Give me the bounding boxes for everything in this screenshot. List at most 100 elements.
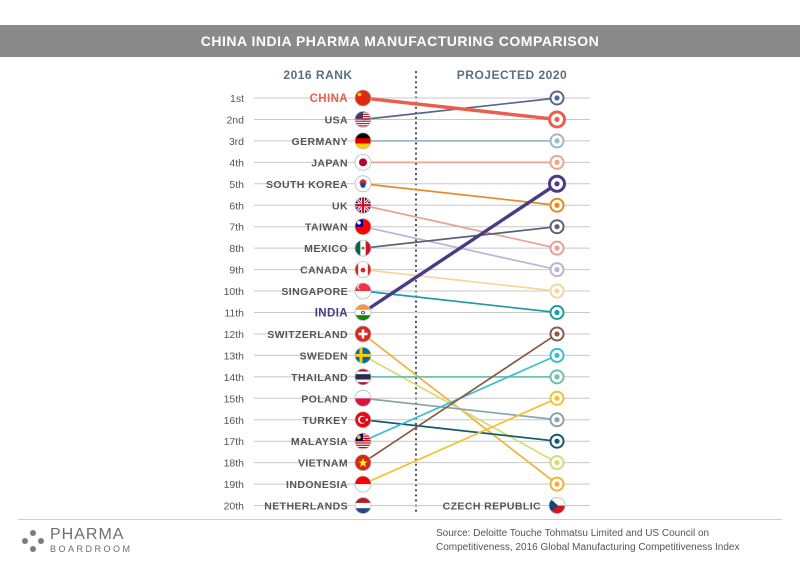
rank-label: 1st xyxy=(230,93,244,105)
flag-fill xyxy=(549,497,565,514)
flag-part xyxy=(355,111,363,119)
rank-label: 10th xyxy=(224,286,245,298)
flag-fill xyxy=(355,90,371,106)
slope-line-mexico xyxy=(362,225,558,249)
country-label-canada: CANADA xyxy=(300,265,348,277)
flag-malaysia-icon xyxy=(354,432,372,450)
country-label-usa: USA xyxy=(325,114,348,126)
slope-chart: 2016 RANK PROJECTED 2020 1st 2nd 3rd 4th 5th 6t… xyxy=(224,68,590,514)
rank-label: 6th xyxy=(229,200,244,212)
flag-fill xyxy=(355,411,371,428)
flag-fill xyxy=(355,175,371,192)
flag-part xyxy=(355,240,361,257)
slope-line-singapore xyxy=(362,290,558,314)
rank-label: 20th xyxy=(224,501,245,513)
flag-part xyxy=(355,261,359,278)
country-label-singapore: SINGAPORE xyxy=(281,286,348,298)
flag-part xyxy=(364,261,369,278)
slope-line-south-korea xyxy=(362,182,558,207)
rank-label: 18th xyxy=(224,458,245,470)
country-label-netherlands: NETHERLANDS xyxy=(264,501,348,513)
slope-line-uk xyxy=(362,204,558,249)
flag-outline xyxy=(354,261,372,279)
flag-germany-icon xyxy=(354,132,372,150)
flag-part xyxy=(355,304,371,311)
ring-center-2020-turkey xyxy=(554,438,560,444)
flag-part xyxy=(355,497,371,504)
flag-thailand-icon xyxy=(354,368,372,386)
flag-taiwan-icon xyxy=(354,218,372,236)
rank-label: 9th xyxy=(229,265,244,277)
flag-poland-icon xyxy=(354,389,372,407)
flag-part xyxy=(359,347,363,364)
flag-part xyxy=(355,476,371,485)
rank-label: 17th xyxy=(224,436,245,448)
ring-center-2020-thailand xyxy=(554,374,560,380)
flag-part xyxy=(355,508,371,514)
flag-part xyxy=(355,376,371,380)
flag-outline xyxy=(354,111,372,128)
country-label-thailand: THAILAND xyxy=(291,372,348,384)
slope-line-poland xyxy=(362,397,558,421)
left-column-header: 2016 RANK xyxy=(283,68,352,82)
flag-part xyxy=(355,291,371,300)
flag-outline xyxy=(354,132,372,150)
rank-label: 7th xyxy=(229,222,244,234)
flag-outline xyxy=(354,346,372,364)
flag-part xyxy=(355,368,371,372)
flag-part xyxy=(355,390,371,399)
ring-center-2020-india xyxy=(554,181,560,187)
flag-outline xyxy=(354,368,372,386)
footer-divider xyxy=(18,519,782,520)
ring-center-2020-singapore xyxy=(554,309,560,316)
rank-label: 16th xyxy=(224,415,245,427)
slope-line-vietnam xyxy=(362,333,558,464)
flag-part xyxy=(355,442,371,444)
flag-part xyxy=(355,138,371,144)
flag-canada-icon xyxy=(354,261,372,279)
ring-center-2020-germany xyxy=(554,138,560,144)
flag-part xyxy=(360,182,366,188)
flag-fill xyxy=(355,218,371,235)
country-label-south-korea: SOUTH KOREA xyxy=(266,179,348,191)
ring-center-2020-taiwan xyxy=(554,267,560,273)
logo-main-text: PHARMA xyxy=(50,526,125,543)
flag-part xyxy=(355,398,371,407)
flag-leaf xyxy=(360,267,366,273)
rank-label: 15th xyxy=(224,393,245,405)
flag-part xyxy=(358,261,362,278)
flag-outline xyxy=(354,89,372,107)
flag-usa-icon xyxy=(354,111,372,128)
flag-fill xyxy=(355,347,371,364)
flag-fill xyxy=(355,154,371,171)
rank-label: 13th xyxy=(224,350,245,362)
flag-part xyxy=(355,283,371,292)
country-label-indonesia: INDONESIA xyxy=(286,479,348,491)
ring-center-2020-sweden xyxy=(554,460,560,466)
slope-line-india xyxy=(362,182,558,314)
flag-part xyxy=(355,447,371,449)
flag-outline xyxy=(354,196,372,214)
flag-fill xyxy=(355,283,371,300)
flag-outline xyxy=(354,389,372,407)
rank-label: 2nd xyxy=(226,114,244,126)
country-label-malaysia: MALAYSIA xyxy=(291,436,348,448)
slope-line-canada xyxy=(362,268,558,292)
ring-center-2020-vietnam xyxy=(554,331,560,337)
flag-switzerland-icon xyxy=(354,325,372,343)
flag-japan-icon xyxy=(354,153,372,171)
flag-outline xyxy=(548,497,566,514)
flag-part xyxy=(549,497,558,514)
country-label-mexico: MEXICO xyxy=(304,243,348,255)
flag-czech-republic-icon xyxy=(548,497,566,514)
ring-center-2020-switzerland xyxy=(554,481,560,487)
flag-outline xyxy=(354,497,372,514)
flag-outline xyxy=(354,325,372,343)
flag-outline xyxy=(354,411,372,429)
flag-vietnam-icon xyxy=(354,454,372,472)
flag-fill xyxy=(355,476,371,493)
flag-part xyxy=(355,374,371,378)
flag-outline xyxy=(354,304,372,321)
flag-chakra-inner xyxy=(361,311,365,314)
flag-part xyxy=(355,118,371,120)
